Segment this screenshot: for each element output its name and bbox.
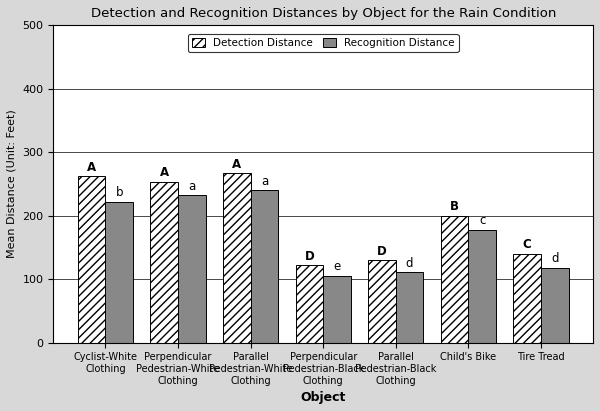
Bar: [78, 176, 106, 343]
Y-axis label: Mean Distance (Unit: Feet): Mean Distance (Unit: Feet): [7, 110, 17, 258]
Text: a: a: [261, 175, 268, 188]
Bar: [178, 195, 206, 343]
Bar: [296, 265, 323, 343]
Bar: [469, 230, 496, 343]
Text: b: b: [116, 186, 123, 199]
Text: D: D: [305, 249, 314, 263]
Bar: [396, 272, 424, 343]
Text: A: A: [160, 166, 169, 180]
Text: a: a: [188, 180, 196, 193]
Bar: [368, 260, 396, 343]
Text: C: C: [523, 238, 532, 251]
Text: B: B: [450, 200, 459, 213]
Text: c: c: [479, 214, 485, 227]
Text: d: d: [406, 256, 413, 270]
Title: Detection and Recognition Distances by Object for the Rain Condition: Detection and Recognition Distances by O…: [91, 7, 556, 20]
Text: d: d: [551, 252, 559, 265]
Text: A: A: [232, 157, 241, 171]
Bar: [223, 173, 251, 343]
Bar: [514, 254, 541, 343]
Text: A: A: [87, 161, 96, 174]
Bar: [323, 276, 351, 343]
Text: e: e: [334, 261, 341, 273]
Text: D: D: [377, 245, 387, 258]
Bar: [441, 216, 469, 343]
Bar: [541, 268, 569, 343]
Legend: Detection Distance, Recognition Distance: Detection Distance, Recognition Distance: [188, 34, 458, 52]
Bar: [251, 190, 278, 343]
Bar: [106, 202, 133, 343]
Bar: [151, 182, 178, 343]
X-axis label: Object: Object: [301, 391, 346, 404]
